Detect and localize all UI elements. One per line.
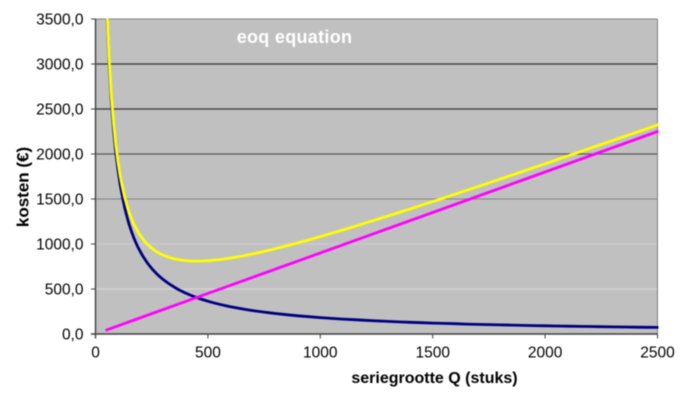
svg-text:0,0: 0,0: [62, 327, 84, 344]
svg-text:2000,0: 2000,0: [36, 147, 84, 164]
svg-text:1500,0: 1500,0: [36, 192, 84, 209]
svg-text:3500,0: 3500,0: [36, 12, 84, 29]
svg-text:kosten (€): kosten (€): [14, 147, 33, 227]
svg-text:seriegrootte Q (stuks): seriegrootte Q (stuks): [351, 370, 517, 387]
svg-text:0: 0: [91, 345, 100, 362]
svg-text:2500,0: 2500,0: [36, 102, 84, 119]
svg-text:2500: 2500: [640, 345, 675, 362]
svg-text:2000: 2000: [528, 345, 563, 362]
svg-text:500: 500: [195, 345, 221, 362]
svg-text:500,0: 500,0: [45, 282, 84, 299]
svg-text:1500: 1500: [415, 345, 450, 362]
svg-text:eoq equation: eoq equation: [237, 27, 353, 47]
svg-text:1000,0: 1000,0: [36, 237, 84, 254]
svg-text:1000: 1000: [303, 345, 338, 362]
svg-text:3000,0: 3000,0: [36, 57, 84, 74]
